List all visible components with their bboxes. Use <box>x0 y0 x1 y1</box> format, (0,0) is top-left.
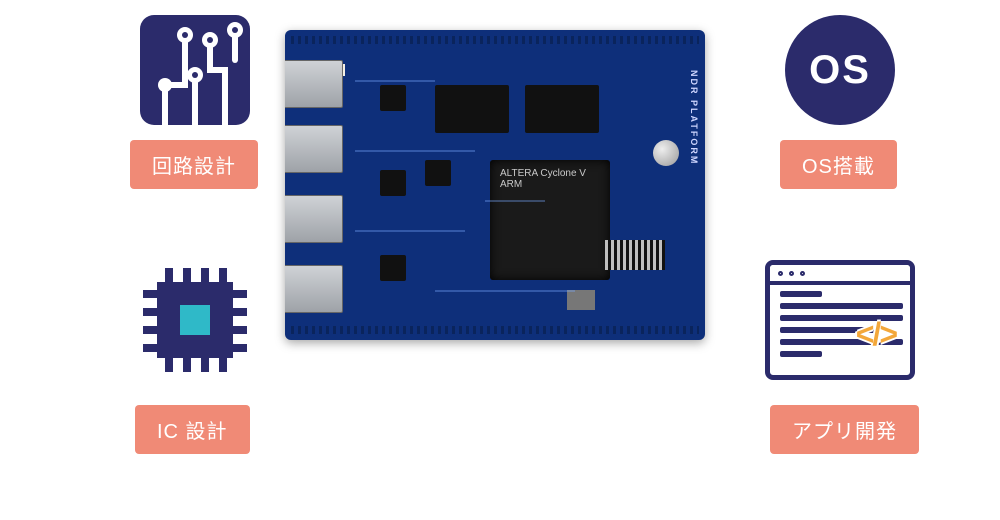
os-circle-icon: OS <box>785 15 895 125</box>
os-badge: OS搭載 <box>780 140 897 189</box>
circuit-icon <box>140 15 250 125</box>
pcb-board: 172.16.5.2 ALTERA Cyclone V ARM NDR PLAT… <box>285 30 705 340</box>
ic-badge: IC 設計 <box>135 405 250 454</box>
chip-icon <box>140 265 250 375</box>
pcb-soc-label: ALTERA Cyclone V ARM <box>500 168 610 190</box>
pcb-coin-cell <box>653 140 679 166</box>
pcb-sd-slot <box>567 290 595 310</box>
app-badge: アプリ開発 <box>770 405 919 454</box>
circuit-badge: 回路設計 <box>130 140 258 189</box>
pcb-brand-label: NDR PLATFORM <box>689 70 699 165</box>
os-icon-text: OS <box>809 48 871 93</box>
code-symbol: </> <box>856 316 896 353</box>
infographic-stage: 回路設計 IC 設計 OS <box>0 0 1000 520</box>
pcb-soc: ALTERA Cyclone V ARM <box>490 160 610 280</box>
code-window-icon: </> <box>765 260 915 380</box>
pcb-header-connector <box>605 240 665 270</box>
